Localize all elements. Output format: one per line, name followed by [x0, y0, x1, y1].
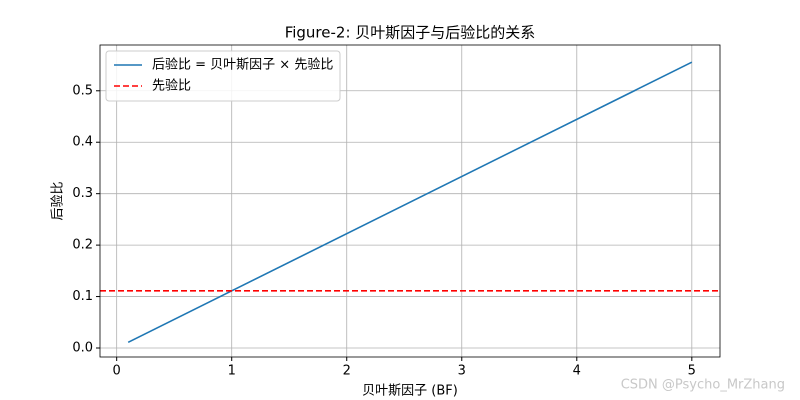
legend-label: 先验比	[152, 78, 191, 94]
x-tick-label: 4	[573, 364, 581, 379]
x-tick-label: 0	[113, 364, 121, 379]
y-tick-label: 0.1	[72, 289, 93, 304]
legend-label: 后验比 = 贝叶斯因子 × 先验比	[152, 57, 333, 73]
y-tick-label: 0.3	[72, 186, 93, 201]
legend-box	[105, 50, 341, 102]
watermark: CSDN @Psycho_MrZhang	[621, 378, 785, 393]
x-tick-label: 2	[343, 364, 351, 379]
line	[127, 61, 693, 344]
x-tick-label: 1	[228, 364, 236, 379]
y-tick-label: 0.5	[72, 83, 93, 98]
plot-frame	[99, 44, 721, 358]
x-tick-label: 5	[688, 364, 696, 379]
y-tick-label: 0.2	[72, 238, 93, 253]
y-tick-label: 0.4	[72, 135, 93, 150]
y-tick-label: 0.0	[72, 340, 93, 355]
y-axis-label: 后验比	[50, 181, 66, 220]
x-axis-label: 贝叶斯因子 (BF)	[362, 384, 458, 399]
chart-title: Figure-2: 贝叶斯因子与后验比的关系	[285, 24, 536, 42]
x-tick-label: 3	[458, 364, 466, 379]
